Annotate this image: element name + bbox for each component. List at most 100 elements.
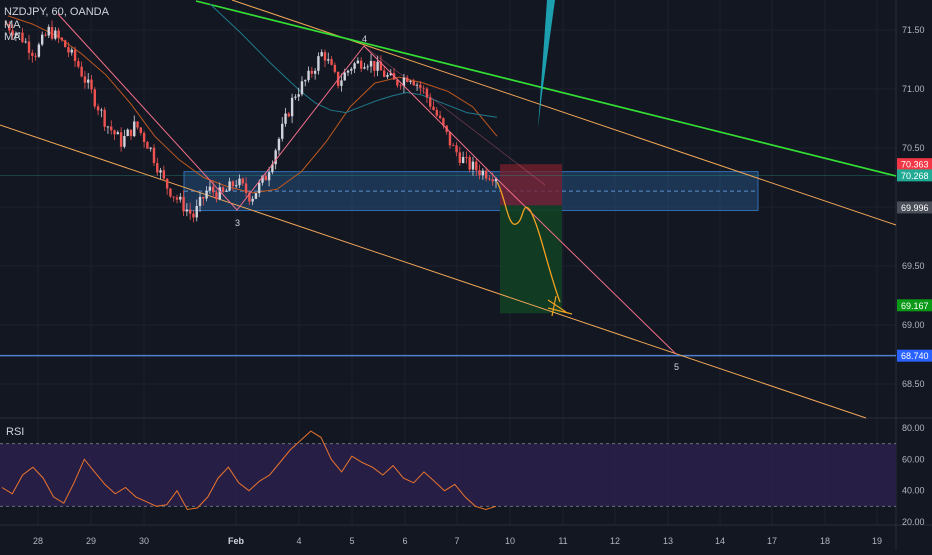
candle-body xyxy=(488,178,491,180)
candle-body xyxy=(149,147,152,149)
rsi-tick-label: 40.00 xyxy=(902,486,925,496)
candle-body xyxy=(221,187,225,192)
candle-body xyxy=(402,77,406,87)
candle-body xyxy=(396,79,399,86)
candle-body xyxy=(491,179,494,182)
candle-body xyxy=(307,70,310,81)
candle-body xyxy=(481,170,485,176)
price-badge xyxy=(897,158,932,171)
candle-body xyxy=(297,94,300,97)
candle-body xyxy=(478,170,481,176)
candle-body xyxy=(103,109,106,127)
candle-body xyxy=(136,121,139,128)
candle-body xyxy=(205,190,208,199)
rsi-tick-label: 60.00 xyxy=(902,454,925,464)
candle-body xyxy=(142,132,146,142)
price-badge-label: 68.740 xyxy=(901,351,929,361)
candle-body xyxy=(330,59,333,65)
candle-body xyxy=(116,132,120,135)
candle-body xyxy=(419,84,422,88)
price-tick-label: 71.50 xyxy=(902,25,925,35)
candle-body xyxy=(382,70,386,77)
candle-body xyxy=(129,129,133,137)
candle-body xyxy=(422,87,425,89)
price-tick-label: 69.00 xyxy=(902,320,925,330)
candle-body xyxy=(119,132,123,147)
candle-body xyxy=(215,192,218,200)
candle-body xyxy=(386,74,389,77)
candle-body xyxy=(37,44,41,57)
candle-body xyxy=(258,182,261,194)
candle-body xyxy=(202,196,205,199)
wave-guide xyxy=(363,45,546,186)
candle-body xyxy=(373,60,376,71)
time-tick-label: 14 xyxy=(715,536,725,546)
projection-target-mark xyxy=(547,295,573,317)
candle-body xyxy=(195,205,198,218)
candle-body xyxy=(113,130,116,135)
candle-body xyxy=(235,185,238,187)
candle-body xyxy=(80,66,83,77)
candle-body xyxy=(11,30,14,36)
time-tick-label: 19 xyxy=(872,536,882,546)
candle-body xyxy=(254,193,258,199)
time-tick-label: 11 xyxy=(558,536,567,546)
candle-body xyxy=(304,80,307,82)
candle-body xyxy=(261,175,264,183)
candle-body xyxy=(57,30,60,38)
candle-body xyxy=(169,188,172,197)
candle-body xyxy=(475,161,478,171)
candle-body xyxy=(244,183,248,194)
candle-body xyxy=(369,60,373,67)
time-tick-label: 6 xyxy=(402,536,407,546)
candle-body xyxy=(182,196,185,212)
candle-body xyxy=(435,109,439,116)
time-tick-label: 4 xyxy=(296,536,301,546)
candle-body xyxy=(40,34,44,45)
candle-body xyxy=(192,213,195,218)
candle-body xyxy=(438,115,442,119)
candle-body xyxy=(264,175,267,181)
rsi-tick-label: 80.00 xyxy=(902,423,925,433)
candle-body xyxy=(484,170,488,179)
price-badge-label: 70.363 xyxy=(901,160,929,170)
candle-body xyxy=(376,61,379,71)
candle-body xyxy=(77,61,80,67)
price-badge xyxy=(897,169,932,182)
candle-body xyxy=(317,56,320,71)
candle-body xyxy=(412,80,415,86)
candle-body xyxy=(429,97,432,107)
candle-body xyxy=(406,77,409,82)
candle-body xyxy=(93,89,96,107)
candle-body xyxy=(248,193,251,202)
candle-body xyxy=(54,30,57,39)
rsi-line xyxy=(1,430,497,511)
candle-body xyxy=(106,126,110,128)
price-badge-label: 69.996 xyxy=(901,203,929,213)
stop-loss-zone xyxy=(500,164,562,206)
candle-body xyxy=(241,178,244,184)
time-tick-label: 17 xyxy=(767,536,777,546)
candle-body xyxy=(294,96,297,98)
candle-body xyxy=(44,34,47,36)
candle-body xyxy=(60,37,64,41)
candle-body xyxy=(471,161,475,170)
price-badge xyxy=(897,299,932,312)
candle-body xyxy=(73,49,77,62)
candle-body xyxy=(300,81,304,95)
candle-body xyxy=(363,67,366,69)
ma-legend-2: MA xyxy=(4,31,21,43)
time-tick-label: 7 xyxy=(454,536,459,546)
candle-body xyxy=(313,70,317,74)
candle-body xyxy=(455,145,458,153)
take-profit-zone xyxy=(500,205,562,314)
candle-body xyxy=(415,84,419,86)
candle-body xyxy=(47,26,50,36)
time-tick-label: 28 xyxy=(33,536,43,546)
candle-body xyxy=(139,127,143,133)
price-tick-label: 70.50 xyxy=(902,143,925,153)
ma-line-1 xyxy=(7,15,498,194)
candle-body xyxy=(320,52,323,57)
